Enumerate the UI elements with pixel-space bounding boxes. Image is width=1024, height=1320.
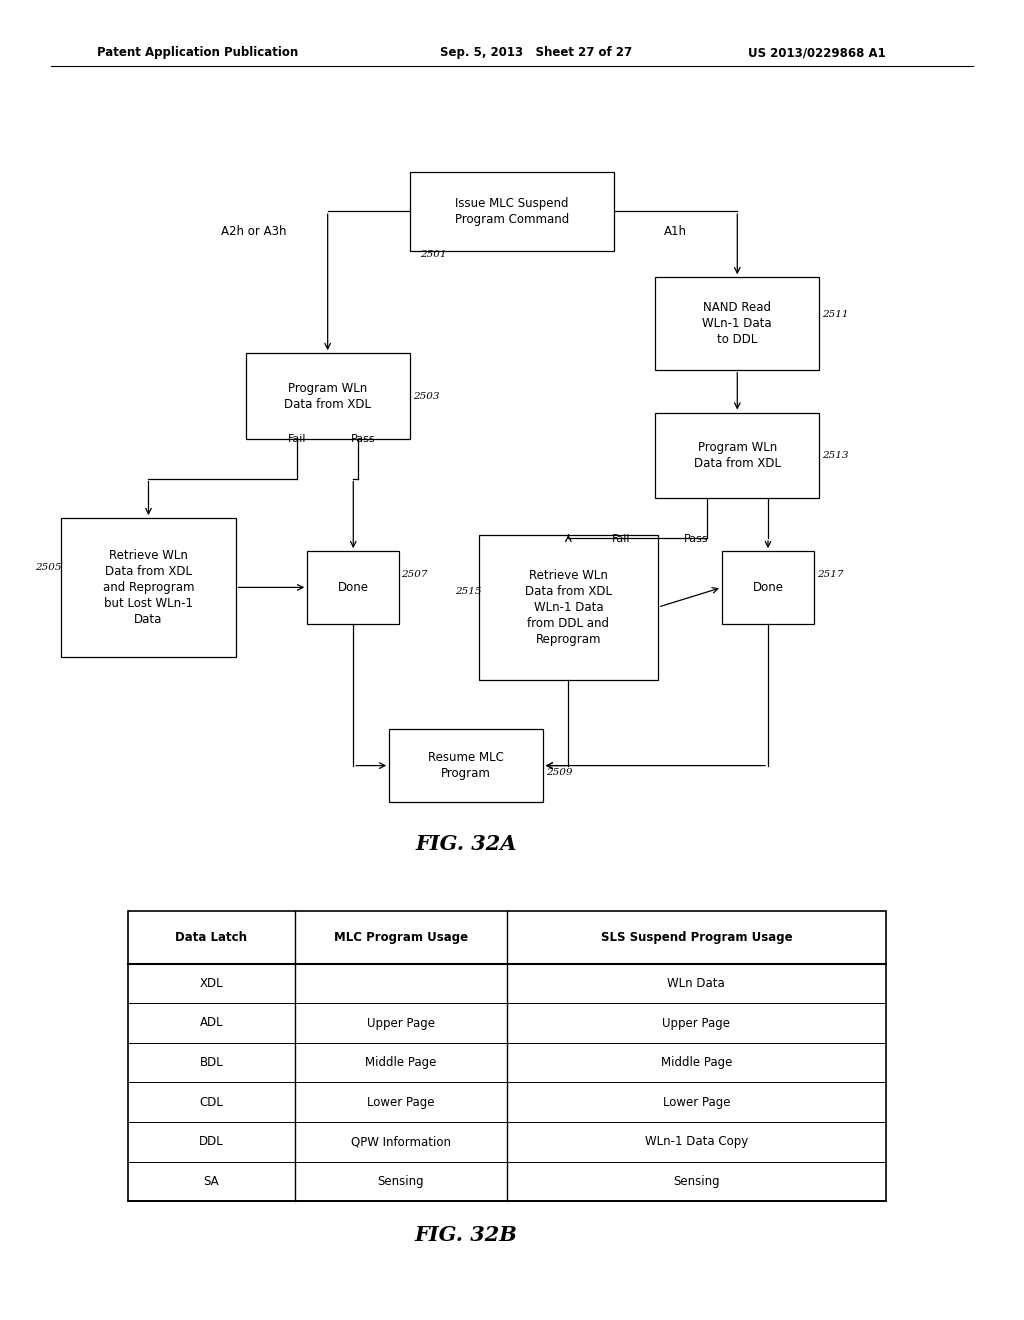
Text: Middle Page: Middle Page [660,1056,732,1069]
Text: Pass: Pass [351,433,376,444]
Text: ADL: ADL [200,1016,223,1030]
Text: NAND Read
WLn-1 Data
to DDL: NAND Read WLn-1 Data to DDL [702,301,772,346]
Text: Done: Done [338,581,369,594]
Text: Sep. 5, 2013   Sheet 27 of 27: Sep. 5, 2013 Sheet 27 of 27 [440,46,633,59]
Text: 2511: 2511 [822,310,849,318]
Text: Resume MLC
Program: Resume MLC Program [428,751,504,780]
Text: 2517: 2517 [817,570,844,578]
Text: Data Latch: Data Latch [175,931,248,944]
FancyBboxPatch shape [655,277,819,370]
FancyBboxPatch shape [655,412,819,498]
Text: FIG. 32B: FIG. 32B [415,1225,517,1245]
Text: Program WLn
Data from XDL: Program WLn Data from XDL [694,441,780,470]
Text: SLS Suspend Program Usage: SLS Suspend Program Usage [600,931,793,944]
FancyBboxPatch shape [479,535,658,680]
Text: A1h: A1h [665,224,687,238]
Text: XDL: XDL [200,977,223,990]
Text: Middle Page: Middle Page [366,1056,436,1069]
Text: MLC Program Usage: MLC Program Usage [334,931,468,944]
Text: 2515: 2515 [455,587,481,595]
Text: Program WLn
Data from XDL: Program WLn Data from XDL [285,381,371,411]
FancyBboxPatch shape [389,729,543,803]
Bar [128,911,886,1201]
Text: 2513: 2513 [822,451,849,459]
Text: Sensing: Sensing [378,1175,424,1188]
FancyBboxPatch shape [246,354,410,438]
Text: Pass: Pass [684,533,709,544]
Text: Issue MLC Suspend
Program Command: Issue MLC Suspend Program Command [455,197,569,226]
Text: WLn-1 Data Copy: WLn-1 Data Copy [645,1135,748,1148]
Text: Patent Application Publication: Patent Application Publication [97,46,299,59]
Text: DDL: DDL [199,1135,223,1148]
Text: A2h or A3h: A2h or A3h [221,224,287,238]
Text: WLn Data: WLn Data [668,977,725,990]
Text: QPW Information: QPW Information [351,1135,451,1148]
Text: 2503: 2503 [413,392,439,400]
Text: Sensing: Sensing [673,1175,720,1188]
FancyBboxPatch shape [307,550,399,623]
FancyBboxPatch shape [410,172,614,251]
Text: 2507: 2507 [401,570,428,578]
Text: Upper Page: Upper Page [367,1016,435,1030]
Text: Lower Page: Lower Page [663,1096,730,1109]
Text: Retrieve WLn
Data from XDL
and Reprogram
but Lost WLn-1
Data: Retrieve WLn Data from XDL and Reprogram… [102,549,195,626]
FancyBboxPatch shape [722,550,814,623]
Text: 2509: 2509 [546,768,572,776]
Text: Lower Page: Lower Page [367,1096,434,1109]
Text: CDL: CDL [200,1096,223,1109]
Text: Retrieve WLn
Data from XDL
WLn-1 Data
from DDL and
Reprogram: Retrieve WLn Data from XDL WLn-1 Data fr… [525,569,611,645]
Text: BDL: BDL [200,1056,223,1069]
Text: Upper Page: Upper Page [663,1016,730,1030]
Text: 2501: 2501 [420,251,446,259]
Text: SA: SA [204,1175,219,1188]
Text: US 2013/0229868 A1: US 2013/0229868 A1 [748,46,886,59]
Text: 2505: 2505 [35,564,61,572]
Text: Done: Done [753,581,783,594]
Text: FIG. 32A: FIG. 32A [415,834,517,854]
Text: Fail: Fail [612,533,631,544]
Text: Fail: Fail [288,433,306,444]
FancyBboxPatch shape [61,517,236,656]
